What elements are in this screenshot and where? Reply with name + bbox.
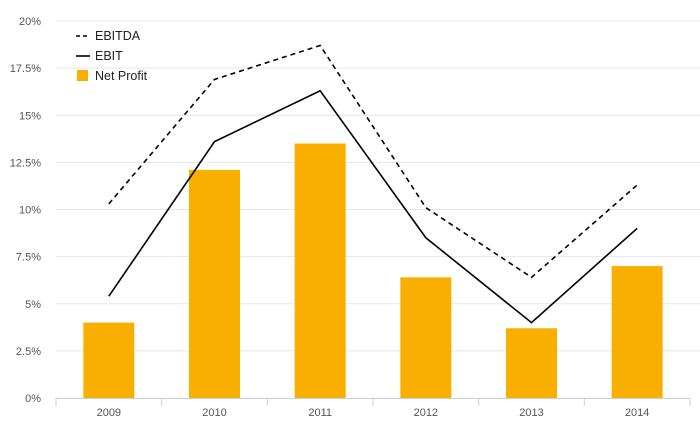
legend-item-ebit: EBIT (76, 49, 123, 63)
x-tick-label: 2009 (97, 407, 121, 419)
gridlines (56, 20, 700, 352)
bar-series (83, 143, 663, 398)
bar-net-profit (189, 169, 240, 398)
x-tick-label: 2011 (308, 407, 332, 419)
x-tick-label: 2010 (202, 407, 226, 419)
y-tick-label: 2.5% (16, 346, 41, 358)
line-ebit (108, 89, 638, 324)
y-tick-label: 0% (25, 393, 41, 405)
legend-label-ebit: EBIT (95, 49, 123, 63)
bar-net-profit (400, 277, 452, 398)
y-tick-label: 15% (19, 110, 41, 122)
legend: EBITDA EBIT Net Profit (76, 29, 148, 83)
bar-net-profit (83, 322, 135, 398)
y-tick-label: 7.5% (16, 252, 41, 264)
legend-label-ebitda: EBITDA (95, 29, 141, 43)
x-tick-label: 2014 (625, 407, 649, 419)
y-tick-label: 20% (19, 16, 41, 28)
y-tick-label: 12.5% (10, 157, 41, 169)
line-ebitda (108, 44, 638, 279)
legend-item-net-profit: Net Profit (77, 69, 148, 83)
line-series (108, 44, 638, 324)
axes: 0% 2.5% 5% 7.5% 10% 12.5% 15% 17.5% 20% 2009 2010 2… (10, 16, 691, 419)
bar-net-profit (294, 143, 346, 398)
legend-label-net-profit: Net Profit (95, 69, 148, 83)
y-tick-label: 5% (25, 299, 41, 311)
bar-net-profit (611, 266, 663, 398)
y-tick-label: 17.5% (10, 63, 41, 75)
legend-swatch-net-profit (77, 70, 88, 81)
x-tick-label: 2012 (414, 407, 438, 419)
bar-net-profit (506, 328, 557, 398)
x-tick-label: 2013 (519, 407, 543, 419)
legend-item-ebitda: EBITDA (76, 29, 141, 43)
y-tick-label: 10% (19, 205, 41, 217)
